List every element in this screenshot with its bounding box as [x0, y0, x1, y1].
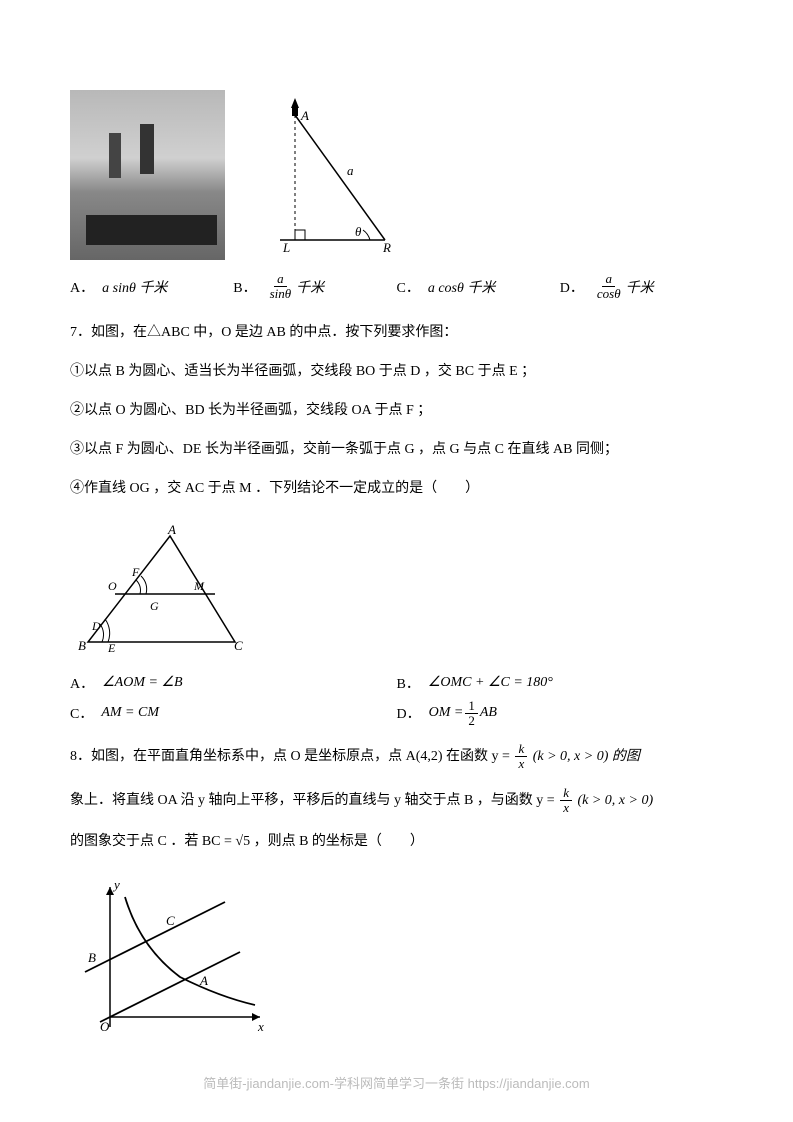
numerator: 1: [465, 699, 478, 714]
q7-step1: ①以点 B 为圆心、适当长为半径画弧，交线段 BO 于点 D ，交 BC 于点 …: [70, 359, 723, 384]
option-text: ∠AOM = ∠B: [102, 674, 182, 691]
denominator: cosθ: [594, 287, 624, 301]
option-label: B．: [233, 277, 256, 297]
denominator: x: [560, 801, 572, 815]
q7-stem: 7．如图，在△ABC 中，O 是边 AB 的中点．按下列要求作图：: [70, 320, 723, 345]
option-text: AM = CM: [101, 705, 159, 721]
svg-text:G: G: [150, 599, 159, 613]
svg-text:x: x: [257, 1019, 264, 1034]
option-label: D．: [397, 703, 421, 723]
svg-text:E: E: [107, 641, 116, 654]
svg-text:C: C: [166, 913, 175, 928]
numerator: k: [560, 786, 572, 801]
option-suffix: 千米: [296, 277, 324, 297]
option-label: C．: [397, 277, 420, 297]
q8-stem-line2: 象上．将直线 OA 沿 y 轴向上平移，平移后的直线与 y 轴交于点 B ，与函…: [70, 786, 723, 816]
q7-options-row1: A． ∠AOM = ∠B B． ∠OMC + ∠C = 180°: [70, 673, 723, 693]
option-label: A．: [70, 277, 94, 297]
svg-text:O: O: [100, 1019, 110, 1034]
q7-options-row2: C． AM = CM D． OM = 1 2 AB: [70, 699, 723, 729]
svg-text:O: O: [108, 579, 117, 593]
q7-option-A: A． ∠AOM = ∠B: [70, 673, 397, 693]
svg-text:A: A: [300, 108, 309, 123]
q6-options: A． a sinθ 千米 B． a sinθ 千米 C． a cosθ 千米 D…: [70, 272, 723, 302]
q6-option-D: D． a cosθ 千米: [560, 272, 723, 302]
denominator: 2: [465, 714, 478, 728]
option-suffix: 千米: [626, 277, 654, 297]
svg-text:B: B: [78, 638, 86, 653]
svg-text:R: R: [382, 240, 391, 255]
numerator: a: [274, 272, 287, 287]
ship-hull: [86, 215, 218, 245]
q7-step2: ②以点 O 为圆心、BD 长为半径画弧，交线段 OA 于点 F ；: [70, 398, 723, 423]
fraction: 1 2: [465, 699, 478, 729]
q8-stem-p2-prefix: 象上．将直线 OA 沿 y 轴向上平移，平移后的直线与 y 轴交于点 B ，与函…: [70, 793, 558, 808]
q8-stem-prefix: 8．如图，在平面直角坐标系中，点 O 是坐标原点，点 A(4,2) 在函数 y …: [70, 749, 513, 764]
option-text: a cosθ 千米: [428, 277, 496, 297]
page-content: { "q6": { "options": { "A_label": "A．", …: [0, 0, 793, 1082]
numerator: k: [515, 742, 527, 757]
option-label: D．: [560, 277, 584, 297]
q6-option-C: C． a cosθ 千米: [397, 272, 560, 302]
svg-text:B: B: [88, 950, 96, 965]
svg-text:a: a: [347, 163, 354, 178]
svg-text:F: F: [131, 565, 140, 579]
q8-stem-suffix: (k > 0, x > 0) 的图: [533, 749, 640, 764]
fraction: a cosθ: [594, 272, 624, 302]
q6-triangle-diagram: A L R a θ: [255, 90, 405, 260]
q7-option-B: B． ∠OMC + ∠C = 180°: [397, 673, 724, 693]
q8-stem-line3: 的图象交于点 C ．若 BC = √5 ，则点 B 的坐标是（ ）: [70, 829, 723, 854]
ship-photo: [70, 90, 225, 260]
q7-option-D: D． OM = 1 2 AB: [397, 699, 724, 729]
q6-image-row: A L R a θ: [70, 90, 723, 260]
q6-option-B: B． a sinθ 千米: [233, 272, 396, 302]
option-prefix: OM =: [429, 705, 464, 721]
q7-diagram: A B C O F G M D E: [70, 524, 255, 654]
svg-text:M: M: [193, 579, 205, 593]
svg-text:y: y: [112, 877, 120, 892]
q8-stem-p2-suffix: (k > 0, x > 0): [577, 793, 653, 808]
option-text: a sinθ 千米: [102, 277, 167, 297]
fraction: k x: [560, 786, 572, 816]
fraction: k x: [515, 742, 527, 772]
q7-step3: ③以点 F 为圆心、DE 长为半径画弧，交前一条弧于点 G ，点 G 与点 C …: [70, 437, 723, 462]
fraction: a sinθ: [267, 272, 295, 302]
option-text: ∠OMC + ∠C = 180°: [428, 674, 553, 691]
denominator: sinθ: [267, 287, 295, 301]
option-label: C．: [70, 703, 93, 723]
svg-text:D: D: [91, 619, 101, 633]
svg-text:L: L: [282, 240, 290, 255]
q6-option-A: A． a sinθ 千米: [70, 272, 233, 302]
q7-option-C: C． AM = CM: [70, 699, 397, 729]
q7-step4: ④作直线 OG ，交 AC 于点 M ．下列结论不一定成立的是（ ）: [70, 476, 723, 501]
svg-text:θ: θ: [355, 224, 362, 239]
numerator: a: [602, 272, 615, 287]
q8-stem-line1: 8．如图，在平面直角坐标系中，点 O 是坐标原点，点 A(4,2) 在函数 y …: [70, 742, 723, 772]
option-label: A．: [70, 673, 94, 693]
page-footer: 简单街-jiandanjie.com-学科网简单学习一条街 https://ji…: [0, 1073, 793, 1092]
option-label: B．: [397, 673, 420, 693]
svg-text:C: C: [234, 638, 243, 653]
svg-text:A: A: [167, 524, 176, 537]
option-suffix: AB: [480, 705, 497, 721]
svg-text:A: A: [199, 973, 208, 988]
denominator: x: [515, 757, 527, 771]
q8-diagram: O y x A B C: [70, 877, 270, 1037]
